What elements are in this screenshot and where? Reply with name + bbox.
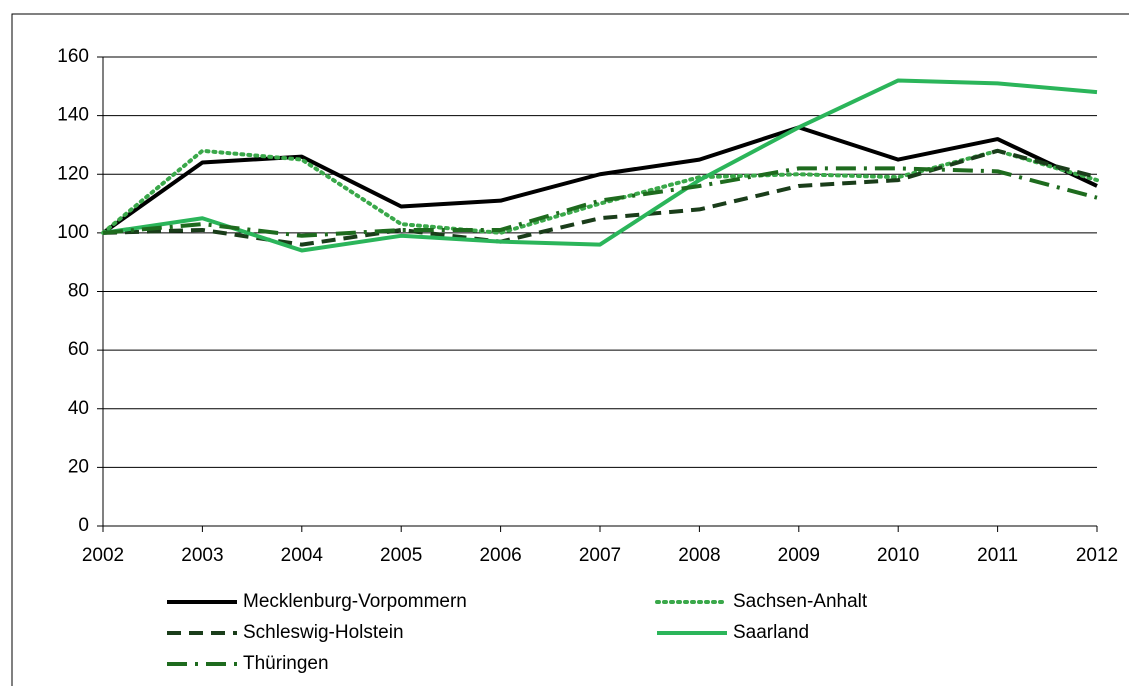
x-tick-label: 2003 [181, 545, 223, 566]
x-tick-label: 2010 [877, 545, 919, 566]
y-tick-label: 140 [57, 105, 89, 126]
x-tick-label: 2008 [678, 545, 720, 566]
series-line [101, 148, 1099, 235]
legend-label: Sachsen-Anhalt [733, 591, 868, 612]
series-line [102, 166, 1098, 238]
y-tick-label: 160 [57, 46, 89, 67]
legend-label: Mecklenburg-Vorpommern [243, 591, 467, 612]
x-tick-label: 2005 [380, 545, 422, 566]
x-tick-label: 2006 [479, 545, 521, 566]
y-tick-label: 120 [57, 163, 89, 184]
legend-label: Thüringen [243, 653, 329, 674]
y-tick-label: 0 [78, 515, 89, 536]
x-tick-label: 2007 [579, 545, 621, 566]
chart-frame [11, 13, 1129, 686]
legend-label: Saarland [733, 622, 809, 643]
x-tick-label: 2012 [1076, 545, 1118, 566]
x-tick-label: 2004 [281, 545, 324, 566]
x-tick-label: 2002 [82, 545, 124, 566]
x-tick-label: 2009 [778, 545, 820, 566]
series-line [101, 125, 1098, 235]
x-tick-label: 2011 [977, 545, 1018, 566]
y-tick-label: 80 [68, 281, 89, 302]
y-tick-label: 20 [68, 456, 89, 477]
series-line [102, 78, 1098, 253]
y-tick-label: 100 [57, 222, 89, 243]
y-tick-label: 40 [68, 398, 89, 419]
y-tick-label: 60 [68, 339, 89, 360]
legend-label: Schleswig-Holstein [243, 622, 404, 643]
